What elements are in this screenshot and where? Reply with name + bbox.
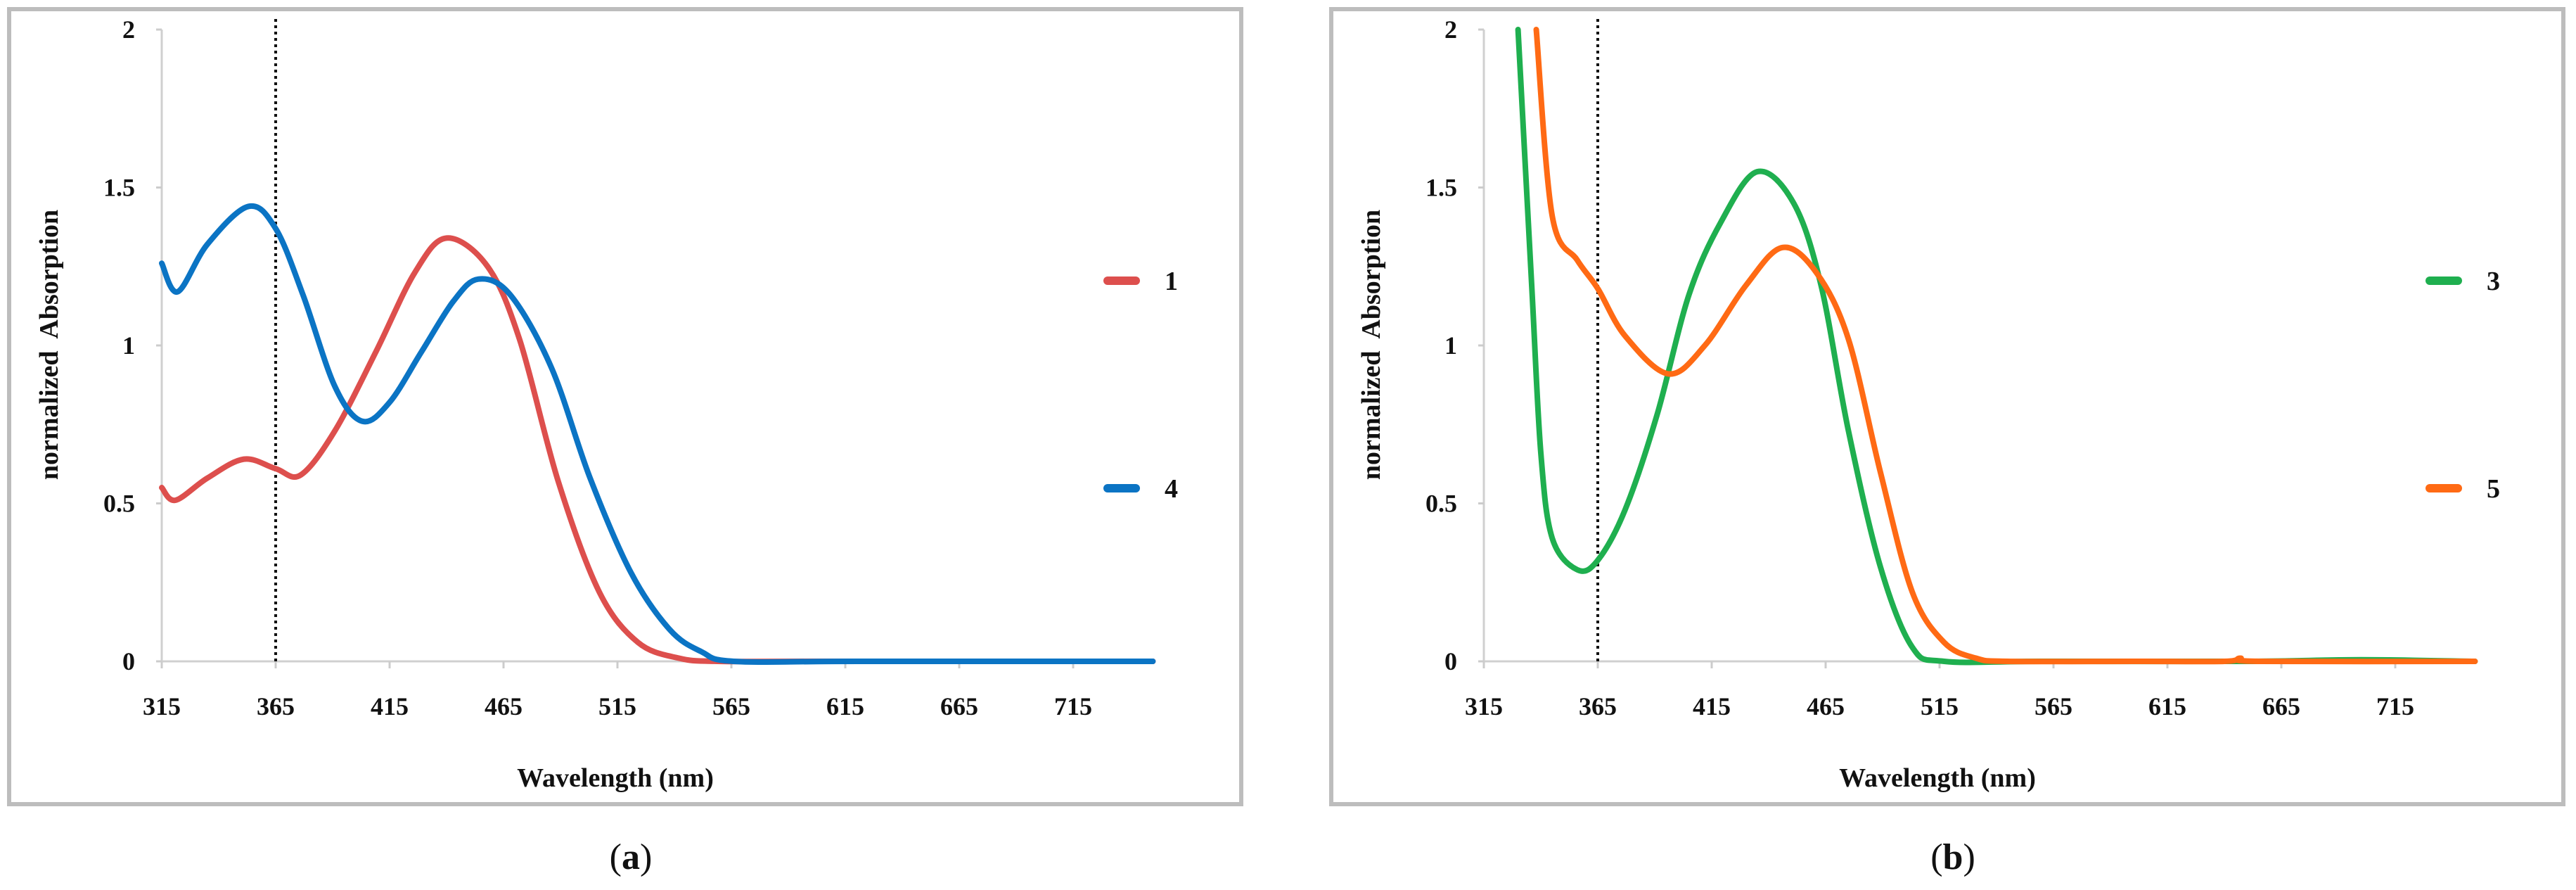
x-tick-label: 665: [2262, 692, 2300, 720]
x-tick-label: 515: [598, 692, 636, 720]
x-tick-label: 315: [1465, 692, 1503, 720]
caption-open-paren: (: [610, 837, 622, 877]
y-tick-label: 1.5: [103, 174, 135, 202]
x-tick-label: 415: [1693, 692, 1731, 720]
x-tick-label: 365: [257, 692, 295, 720]
x-axis-title: Wavelength (nm): [517, 763, 714, 793]
legend-label-5: 5: [2487, 474, 2500, 504]
legend-label-4: 4: [1165, 474, 1178, 504]
panel-b: 0 0.5 1 1.5 2 315 365 415 465 515 565 615 665 715 3 5 Wa…: [1329, 7, 2565, 877]
x-tick-label: 565: [712, 692, 750, 720]
x-tick-label: 665: [940, 692, 978, 720]
x-tick-label: 465: [1807, 692, 1845, 720]
panel-caption: (a): [610, 837, 653, 877]
x-tick-label: 415: [371, 692, 409, 720]
y-tick-label: 0.5: [103, 490, 135, 518]
x-tick-label: 715: [2376, 692, 2414, 720]
x-axis-title: Wavelength (nm): [1839, 763, 2036, 793]
caption-open-paren: (: [1930, 837, 1942, 877]
x-tick-label: 615: [826, 692, 864, 720]
x-tick-label: 615: [2148, 692, 2186, 720]
y-axis-title: normalized Absorption: [1357, 210, 1386, 480]
x-tick-label: 365: [1579, 692, 1617, 720]
caption-letter: b: [1943, 837, 1963, 877]
panel-frame: [7, 7, 1243, 806]
y-tick-label: 1: [1444, 331, 1457, 360]
caption-letter: a: [622, 837, 640, 877]
x-tick-label: 465: [485, 692, 523, 720]
series-line-5: [1533, 27, 2478, 665]
panel-frame: [1329, 7, 2565, 806]
x-tick-label: 515: [1921, 692, 1959, 720]
caption-close-paren: ): [1963, 837, 1975, 877]
legend-label-1: 1: [1165, 267, 1178, 296]
y-tick-label: 0.5: [1425, 490, 1457, 518]
y-tick-label: 2: [1444, 15, 1457, 44]
y-axis-title: normalized Absorption: [34, 210, 64, 480]
y-tick-label: 0: [1444, 647, 1457, 675]
x-tick-label: 315: [143, 692, 181, 720]
panel-caption: (b): [1930, 837, 1975, 877]
caption-close-paren: ): [640, 837, 652, 877]
y-tick-label: 1.5: [1425, 174, 1457, 202]
panel-a: 0 0.5 1 1.5 2 315 365 415 465 515 565 615 665 715 1 4 Wa…: [7, 7, 1243, 877]
y-tick-label: 0: [122, 647, 135, 675]
legend-label-3: 3: [2487, 267, 2500, 296]
series-line-4: [159, 203, 1156, 665]
x-tick-label: 715: [1054, 692, 1092, 720]
y-tick-label: 1: [122, 331, 135, 360]
y-tick-label: 2: [122, 15, 135, 44]
x-tick-label: 565: [2034, 692, 2072, 720]
